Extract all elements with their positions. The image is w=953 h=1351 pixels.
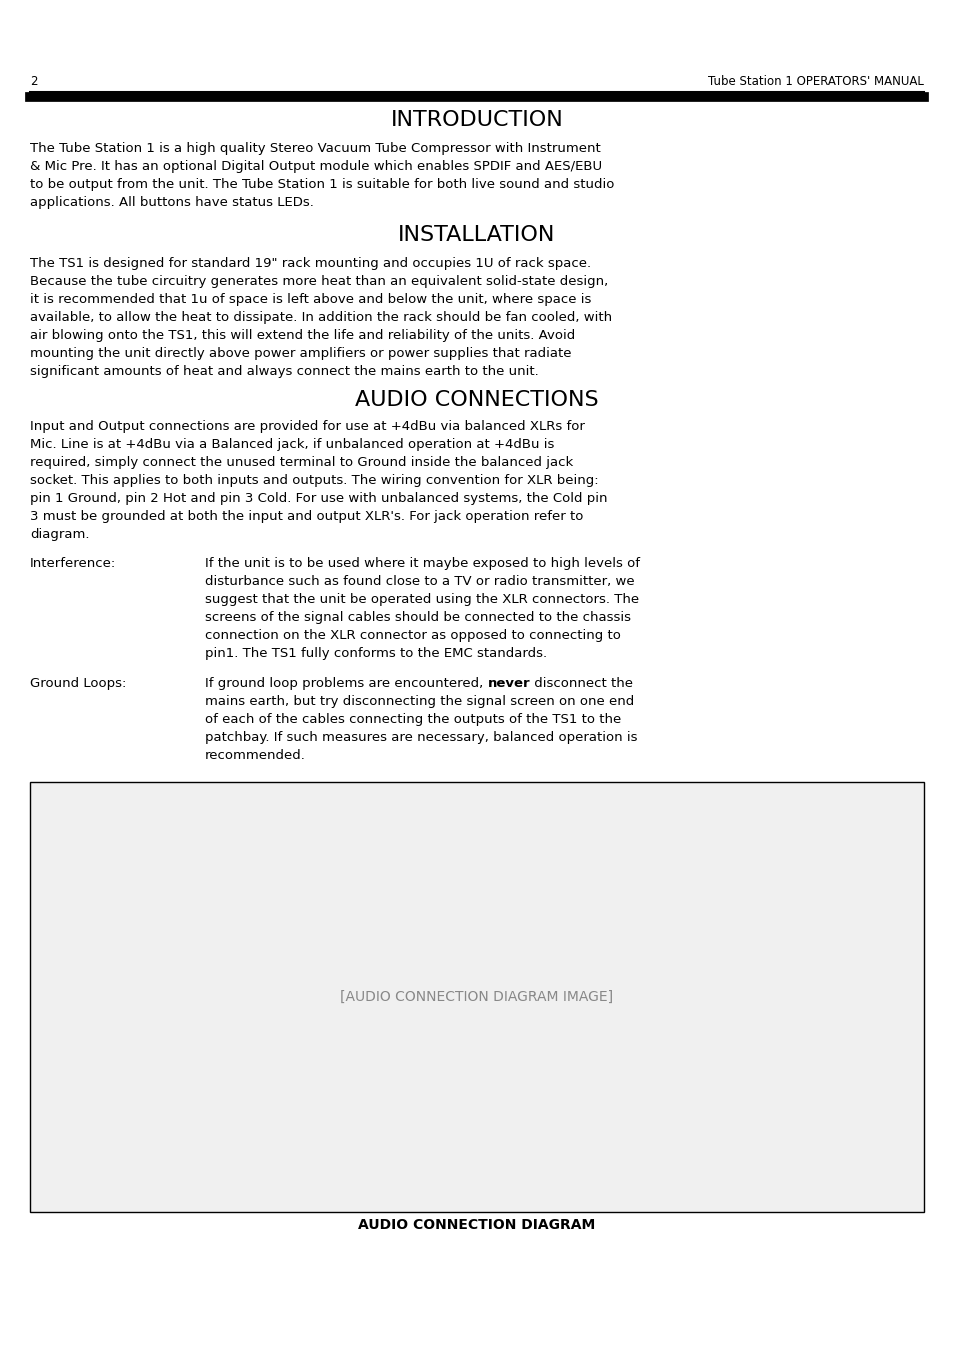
Text: available, to allow the heat to dissipate. In addition the rack should be fan co: available, to allow the heat to dissipat… [30, 311, 612, 324]
Text: applications. All buttons have status LEDs.: applications. All buttons have status LE… [30, 196, 314, 209]
Text: recommended.: recommended. [205, 748, 306, 762]
Text: INSTALLATION: INSTALLATION [398, 226, 555, 245]
Text: Input and Output connections are provided for use at +4dBu via balanced XLRs for: Input and Output connections are provide… [30, 420, 584, 434]
Text: AUDIO CONNECTION DIAGRAM: AUDIO CONNECTION DIAGRAM [358, 1219, 595, 1232]
Text: If ground loop problems are encountered,: If ground loop problems are encountered, [205, 677, 487, 690]
Text: suggest that the unit be operated using the XLR connectors. The: suggest that the unit be operated using … [205, 593, 639, 607]
Text: to be output from the unit. The Tube Station 1 is suitable for both live sound a: to be output from the unit. The Tube Sta… [30, 178, 614, 190]
Text: Mic. Line is at +4dBu via a Balanced jack, if unbalanced operation at +4dBu is: Mic. Line is at +4dBu via a Balanced jac… [30, 438, 554, 451]
Text: disconnect the: disconnect the [530, 677, 633, 690]
Text: diagram.: diagram. [30, 528, 90, 540]
Text: never: never [487, 677, 530, 690]
Text: screens of the signal cables should be connected to the chassis: screens of the signal cables should be c… [205, 611, 630, 624]
Text: significant amounts of heat and always connect the mains earth to the unit.: significant amounts of heat and always c… [30, 365, 538, 378]
Text: it is recommended that 1u of space is left above and below the unit, where space: it is recommended that 1u of space is le… [30, 293, 591, 305]
Text: INTRODUCTION: INTRODUCTION [390, 109, 563, 130]
Text: required, simply connect the unused terminal to Ground inside the balanced jack: required, simply connect the unused term… [30, 457, 573, 469]
Text: Because the tube circuitry generates more heat than an equivalent solid-state de: Because the tube circuitry generates mor… [30, 276, 608, 288]
Text: mounting the unit directly above power amplifiers or power supplies that radiate: mounting the unit directly above power a… [30, 347, 571, 359]
Text: pin 1 Ground, pin 2 Hot and pin 3 Cold. For use with unbalanced systems, the Col: pin 1 Ground, pin 2 Hot and pin 3 Cold. … [30, 492, 607, 505]
Text: pin1. The TS1 fully conforms to the EMC standards.: pin1. The TS1 fully conforms to the EMC … [205, 647, 547, 661]
Text: [AUDIO CONNECTION DIAGRAM IMAGE]: [AUDIO CONNECTION DIAGRAM IMAGE] [340, 990, 613, 1004]
Text: Ground Loops:: Ground Loops: [30, 677, 126, 690]
Text: socket. This applies to both inputs and outputs. The wiring convention for XLR b: socket. This applies to both inputs and … [30, 474, 598, 486]
Text: 3 must be grounded at both the input and output XLR's. For jack operation refer : 3 must be grounded at both the input and… [30, 509, 583, 523]
Text: If the unit is to be used where it maybe exposed to high levels of: If the unit is to be used where it maybe… [205, 557, 639, 570]
Text: connection on the XLR connector as opposed to connecting to: connection on the XLR connector as oppos… [205, 630, 620, 642]
Text: air blowing onto the TS1, this will extend the life and reliability of the units: air blowing onto the TS1, this will exte… [30, 330, 575, 342]
Text: 2: 2 [30, 76, 37, 88]
Text: Tube Station 1 OPERATORS' MANUAL: Tube Station 1 OPERATORS' MANUAL [707, 76, 923, 88]
Text: patchbay. If such measures are necessary, balanced operation is: patchbay. If such measures are necessary… [205, 731, 637, 744]
Text: The TS1 is designed for standard 19" rack mounting and occupies 1U of rack space: The TS1 is designed for standard 19" rac… [30, 257, 591, 270]
Text: Interference:: Interference: [30, 557, 116, 570]
Text: & Mic Pre. It has an optional Digital Output module which enables SPDIF and AES/: & Mic Pre. It has an optional Digital Ou… [30, 159, 601, 173]
Bar [30, 782, 923, 1212]
Text: mains earth, but try disconnecting the signal screen on one end: mains earth, but try disconnecting the s… [205, 694, 634, 708]
Text: disturbance such as found close to a TV or radio transmitter, we: disturbance such as found close to a TV … [205, 576, 634, 588]
Text: AUDIO CONNECTIONS: AUDIO CONNECTIONS [355, 390, 598, 409]
Text: The Tube Station 1 is a high quality Stereo Vacuum Tube Compressor with Instrume: The Tube Station 1 is a high quality Ste… [30, 142, 600, 155]
Text: of each of the cables connecting the outputs of the TS1 to the: of each of the cables connecting the out… [205, 713, 620, 725]
